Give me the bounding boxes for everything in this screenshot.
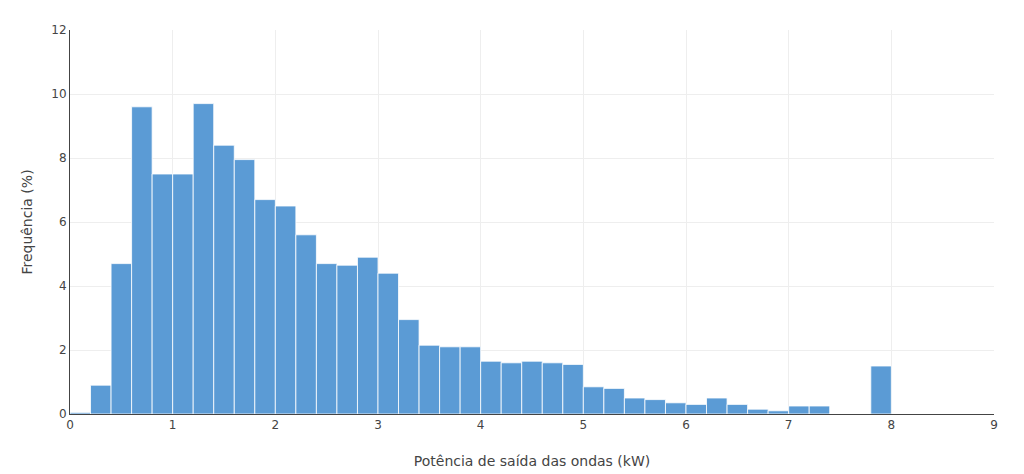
svg-text:12: 12 [51,23,66,37]
svg-text:2: 2 [59,343,67,357]
svg-text:6: 6 [682,418,690,432]
svg-text:Frequência (%): Frequência (%) [19,169,35,274]
svg-text:0: 0 [59,407,67,421]
svg-text:8: 8 [888,418,896,432]
svg-text:0: 0 [66,418,74,432]
svg-text:5: 5 [580,418,588,432]
svg-text:6: 6 [59,215,67,229]
svg-text:8: 8 [59,151,67,165]
svg-text:4: 4 [477,418,485,432]
svg-text:1: 1 [169,418,177,432]
svg-text:9: 9 [990,418,998,432]
svg-text:3: 3 [374,418,382,432]
svg-text:7: 7 [785,418,793,432]
svg-text:4: 4 [59,279,67,293]
svg-text:10: 10 [51,87,66,101]
svg-text:Potência de saída das ondas (k: Potência de saída das ondas (kW) [414,453,650,469]
svg-text:2: 2 [272,418,280,432]
